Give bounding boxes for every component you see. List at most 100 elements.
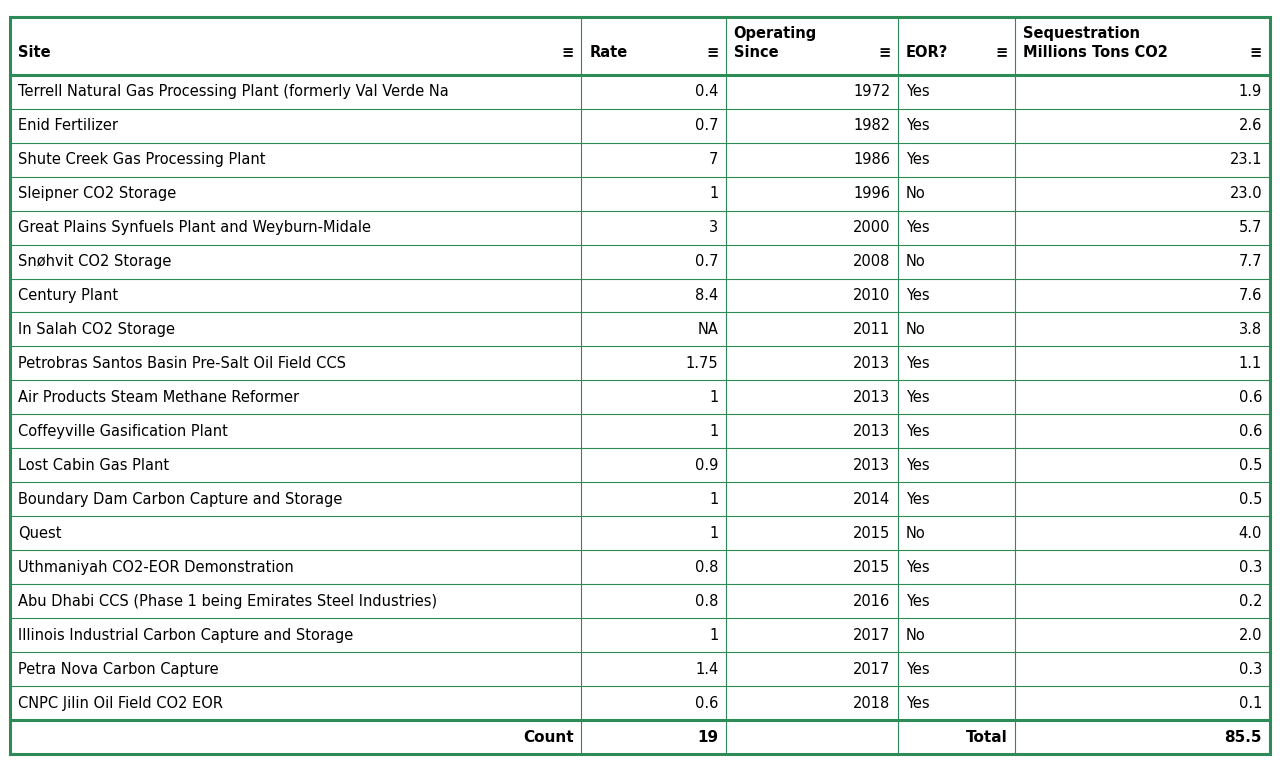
Text: Yes: Yes (906, 662, 929, 677)
Text: Sequestration: Sequestration (1023, 25, 1139, 41)
Text: No: No (906, 526, 925, 540)
Text: 2000: 2000 (852, 220, 891, 235)
Text: 23.0: 23.0 (1230, 186, 1262, 201)
Text: 1.1: 1.1 (1239, 356, 1262, 371)
Text: 1.4: 1.4 (695, 662, 718, 677)
Text: 0.5: 0.5 (1239, 458, 1262, 473)
Text: 3.8: 3.8 (1239, 322, 1262, 337)
Text: Air Products Steam Methane Reformer: Air Products Steam Methane Reformer (18, 390, 300, 405)
Text: Snøhvit CO2 Storage: Snøhvit CO2 Storage (18, 254, 172, 269)
Text: Lost Cabin Gas Plant: Lost Cabin Gas Plant (18, 458, 169, 473)
Text: Count: Count (524, 729, 573, 745)
Text: 1.9: 1.9 (1239, 84, 1262, 99)
Text: Yes: Yes (906, 560, 929, 574)
Text: 2015: 2015 (854, 526, 891, 540)
Text: 2016: 2016 (854, 594, 891, 608)
Text: No: No (906, 254, 925, 269)
Text: 0.3: 0.3 (1239, 662, 1262, 677)
Text: NA: NA (698, 322, 718, 337)
Text: Yes: Yes (906, 220, 929, 235)
Text: Site: Site (18, 45, 50, 60)
Text: 1972: 1972 (854, 84, 891, 99)
Text: Petra Nova Carbon Capture: Petra Nova Carbon Capture (18, 662, 219, 677)
Text: 4.0: 4.0 (1239, 526, 1262, 540)
Text: Yes: Yes (906, 458, 929, 473)
Text: ≡: ≡ (562, 45, 573, 60)
Text: Yes: Yes (906, 594, 929, 608)
Text: 2013: 2013 (854, 356, 891, 371)
Text: Rate: Rate (589, 45, 627, 60)
Text: 2018: 2018 (854, 695, 891, 711)
Text: 23.1: 23.1 (1230, 152, 1262, 167)
Text: 1986: 1986 (854, 152, 891, 167)
Text: ≡: ≡ (1249, 45, 1262, 60)
Text: Operating: Operating (733, 25, 817, 41)
Text: 2.0: 2.0 (1239, 628, 1262, 643)
Text: 1: 1 (709, 628, 718, 643)
Text: In Salah CO2 Storage: In Salah CO2 Storage (18, 322, 175, 337)
Text: 0.4: 0.4 (695, 84, 718, 99)
Text: 0.9: 0.9 (695, 458, 718, 473)
Text: 19: 19 (698, 729, 718, 745)
Text: Sleipner CO2 Storage: Sleipner CO2 Storage (18, 186, 177, 201)
Text: Yes: Yes (906, 424, 929, 439)
Text: Abu Dhabi CCS (Phase 1 being Emirates Steel Industries): Abu Dhabi CCS (Phase 1 being Emirates St… (18, 594, 436, 608)
Text: Shute Creek Gas Processing Plant: Shute Creek Gas Processing Plant (18, 152, 265, 167)
Text: 7.7: 7.7 (1239, 254, 1262, 269)
Text: 0.8: 0.8 (695, 594, 718, 608)
Text: 0.6: 0.6 (1239, 424, 1262, 439)
Text: 2011: 2011 (854, 322, 891, 337)
Text: 5.7: 5.7 (1239, 220, 1262, 235)
Text: 1: 1 (709, 390, 718, 405)
Text: 2008: 2008 (852, 254, 891, 269)
Text: 7: 7 (709, 152, 718, 167)
Text: Terrell Natural Gas Processing Plant (formerly Val Verde Na: Terrell Natural Gas Processing Plant (fo… (18, 84, 449, 99)
Text: 1: 1 (709, 424, 718, 439)
Text: 0.6: 0.6 (695, 695, 718, 711)
Text: Yes: Yes (906, 84, 929, 99)
Text: Enid Fertilizer: Enid Fertilizer (18, 118, 118, 133)
Text: Yes: Yes (906, 288, 929, 303)
Text: 0.8: 0.8 (695, 560, 718, 574)
Text: 1.75: 1.75 (686, 356, 718, 371)
Text: EOR?: EOR? (906, 45, 948, 60)
Text: Coffeyville Gasification Plant: Coffeyville Gasification Plant (18, 424, 228, 439)
Text: No: No (906, 628, 925, 643)
Text: Petrobras Santos Basin Pre-Salt Oil Field CCS: Petrobras Santos Basin Pre-Salt Oil Fiel… (18, 356, 346, 371)
Text: Yes: Yes (906, 492, 929, 507)
Text: Yes: Yes (906, 118, 929, 133)
Text: Millions Tons CO2: Millions Tons CO2 (1023, 45, 1167, 60)
Text: 0.5: 0.5 (1239, 492, 1262, 507)
Text: ≡: ≡ (878, 45, 891, 60)
Text: Century Plant: Century Plant (18, 288, 118, 303)
Text: Yes: Yes (906, 390, 929, 405)
Text: 2014: 2014 (854, 492, 891, 507)
Text: 2013: 2013 (854, 424, 891, 439)
Text: 8.4: 8.4 (695, 288, 718, 303)
Text: 0.6: 0.6 (1239, 390, 1262, 405)
Text: 85.5: 85.5 (1225, 729, 1262, 745)
Text: 2013: 2013 (854, 390, 891, 405)
Text: Boundary Dam Carbon Capture and Storage: Boundary Dam Carbon Capture and Storage (18, 492, 342, 507)
Text: Uthmaniyah CO2-EOR Demonstration: Uthmaniyah CO2-EOR Demonstration (18, 560, 293, 574)
Text: 1996: 1996 (854, 186, 891, 201)
Text: No: No (906, 186, 925, 201)
Text: Great Plains Synfuels Plant and Weyburn-Midale: Great Plains Synfuels Plant and Weyburn-… (18, 220, 371, 235)
Text: 2.6: 2.6 (1239, 118, 1262, 133)
Text: 0.1: 0.1 (1239, 695, 1262, 711)
Text: CNPC Jilin Oil Field CO2 EOR: CNPC Jilin Oil Field CO2 EOR (18, 695, 223, 711)
Text: Quest: Quest (18, 526, 61, 540)
Text: Total: Total (965, 729, 1007, 745)
Text: 0.7: 0.7 (695, 118, 718, 133)
Text: Illinois Industrial Carbon Capture and Storage: Illinois Industrial Carbon Capture and S… (18, 628, 353, 643)
Text: 2013: 2013 (854, 458, 891, 473)
Text: 1: 1 (709, 186, 718, 201)
Text: 7.6: 7.6 (1239, 288, 1262, 303)
Text: 2015: 2015 (854, 560, 891, 574)
Text: No: No (906, 322, 925, 337)
Text: 0.3: 0.3 (1239, 560, 1262, 574)
Text: 1982: 1982 (854, 118, 891, 133)
Text: 2010: 2010 (852, 288, 891, 303)
Text: ≡: ≡ (995, 45, 1007, 60)
Text: ≡: ≡ (707, 45, 718, 60)
